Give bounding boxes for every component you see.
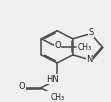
Text: N: N xyxy=(86,55,93,64)
Text: O: O xyxy=(19,82,25,91)
Text: O: O xyxy=(54,41,61,50)
Text: CH₃: CH₃ xyxy=(77,43,91,52)
Text: HN: HN xyxy=(47,75,59,84)
Text: CH₃: CH₃ xyxy=(51,93,65,102)
Text: S: S xyxy=(88,28,93,37)
